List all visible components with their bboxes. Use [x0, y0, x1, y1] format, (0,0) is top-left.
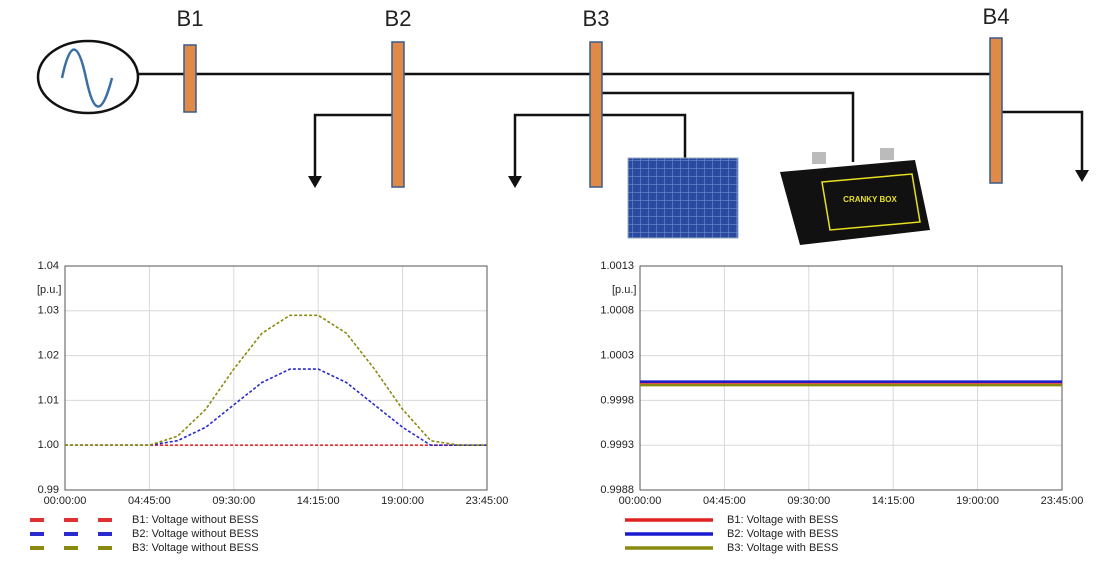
y-tick-label: 1.04: [38, 260, 59, 272]
x-tick-label: 19:00:00: [956, 495, 999, 507]
sine-icon: [60, 48, 114, 108]
bus-bar: [589, 41, 603, 188]
load-line: [513, 113, 596, 180]
x-tick-label: 04:45:00: [128, 495, 171, 507]
generator: [36, 39, 140, 115]
load-line: [996, 110, 1084, 178]
legend-label: B2: Voltage with BESS: [727, 528, 838, 540]
bus-label: B3: [583, 6, 610, 31]
y-tick-label: 0.99: [38, 484, 59, 496]
bus-bar: [989, 37, 1003, 184]
x-tick-label: 14:15:00: [297, 495, 340, 507]
y-tick-label: 1.01: [38, 394, 59, 406]
y-tick-label: 1.00: [38, 439, 59, 451]
x-tick-label: 00:00:00: [44, 495, 87, 507]
x-tick-label: 19:00:00: [381, 495, 424, 507]
y-tick-label: 0.9998: [600, 394, 634, 406]
pv-line: [596, 113, 687, 158]
bess-line: [596, 91, 855, 162]
x-tick-label: 00:00:00: [619, 495, 662, 507]
bus-bar: [183, 44, 197, 113]
legend-label: B2: Voltage without BESS: [132, 528, 259, 540]
x-tick-label: 23:45:00: [1041, 495, 1084, 507]
x-tick-label: 23:45:00: [466, 495, 509, 507]
legend-label: B1: Voltage without BESS: [132, 514, 259, 526]
x-tick-label: 09:30:00: [787, 495, 830, 507]
y-axis-label: [p.u.]: [37, 284, 61, 296]
bus-label: B4: [983, 4, 1010, 29]
x-tick-label: 09:30:00: [212, 495, 255, 507]
battery-label: CRANKY BOX: [843, 195, 897, 204]
bus-label: B2: [385, 6, 412, 31]
y-tick-label: 1.03: [38, 305, 59, 317]
solar-panel: [627, 157, 739, 239]
plot-frame: [64, 265, 488, 491]
x-tick-label: 14:15:00: [872, 495, 915, 507]
legend-label: B3: Voltage with BESS: [727, 542, 838, 554]
battery: CRANKY BOX: [780, 148, 930, 245]
y-tick-label: 1.02: [38, 350, 59, 362]
bus-label: B1: [177, 6, 204, 31]
y-tick-label: 0.9988: [600, 484, 634, 496]
load-line: [313, 113, 398, 180]
series-line: [65, 314, 487, 447]
y-tick-label: 1.0003: [600, 350, 634, 362]
single-line-diagram: [36, 37, 1089, 188]
y-tick-label: 0.9993: [600, 439, 634, 451]
x-tick-label: 04:45:00: [703, 495, 746, 507]
series-line: [65, 368, 487, 447]
legend-label: B1: Voltage with BESS: [727, 514, 838, 526]
y-tick-label: 1.0008: [600, 305, 634, 317]
plot-frame: [639, 265, 1063, 491]
y-axis-label: [p.u.]: [612, 284, 636, 296]
bus-bar: [391, 41, 405, 188]
legend-label: B3: Voltage without BESS: [132, 542, 259, 554]
y-tick-label: 1.0013: [600, 260, 634, 272]
